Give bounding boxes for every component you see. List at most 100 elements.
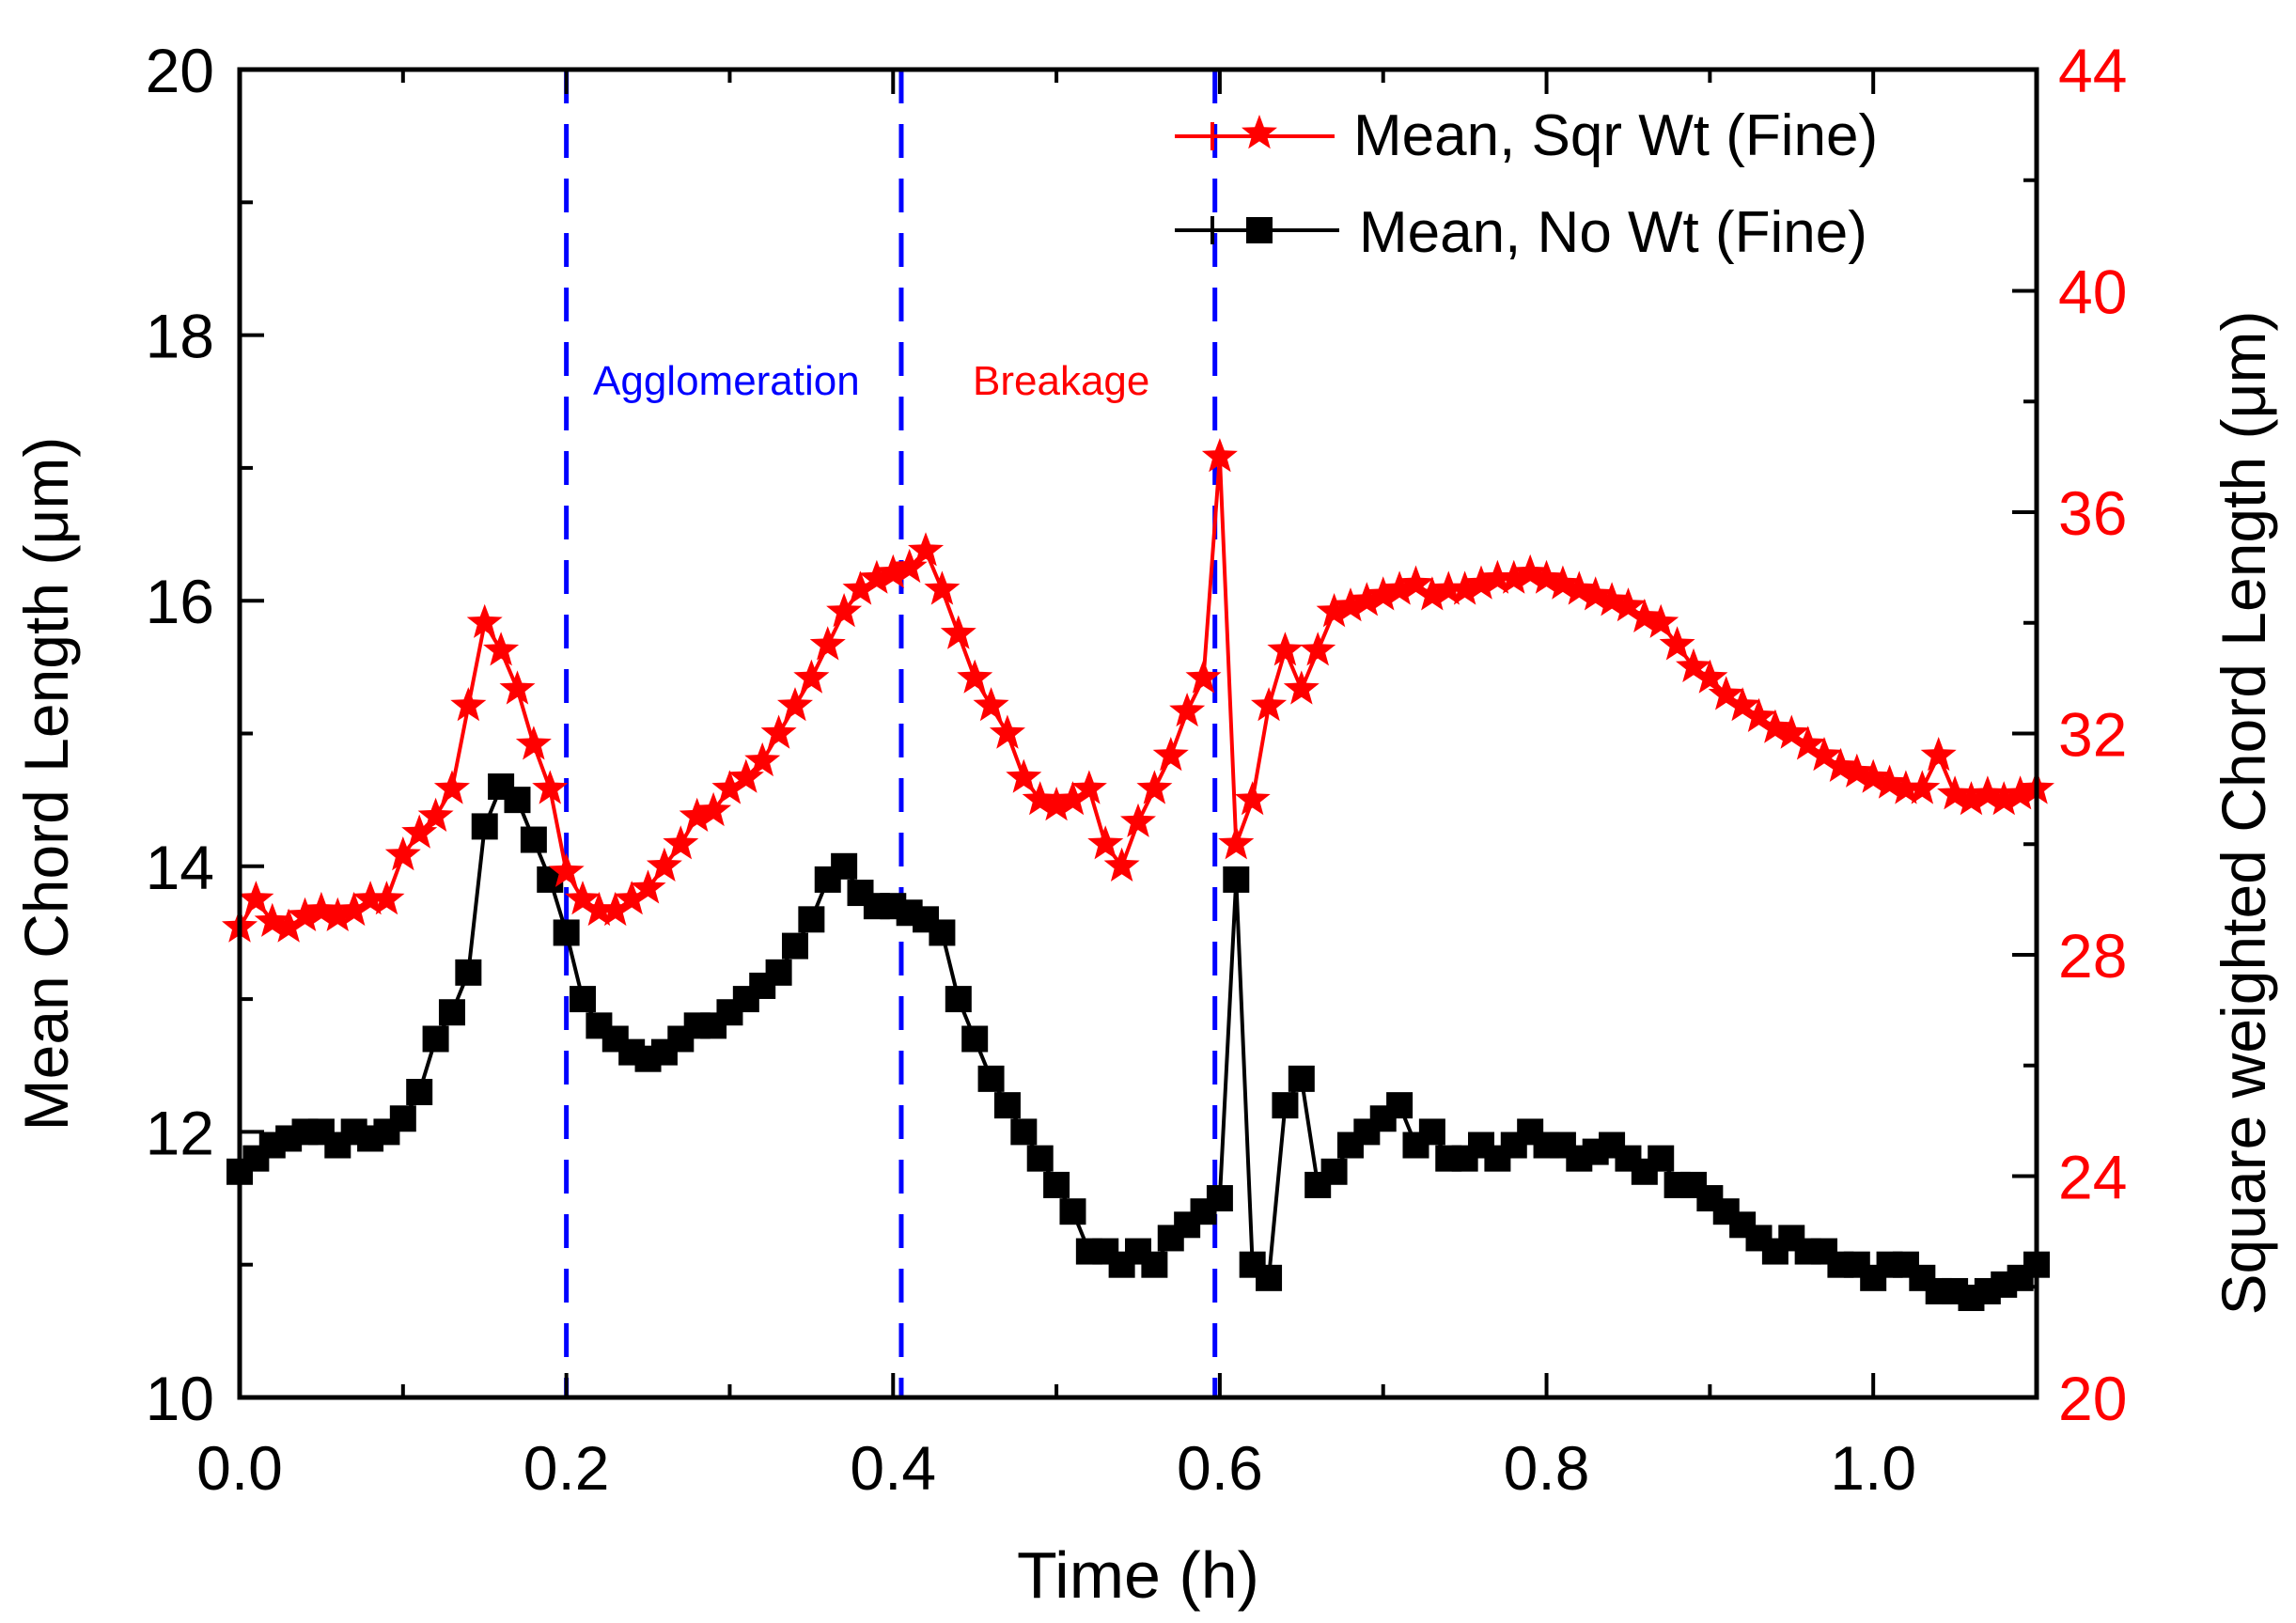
data-point-star <box>663 825 699 860</box>
data-point-star <box>1218 825 1255 860</box>
data-point-square <box>1141 1251 1168 1278</box>
data-point-star <box>433 770 470 804</box>
data-point-star <box>679 797 715 832</box>
data-point-star <box>1316 593 1352 628</box>
data-point-star <box>908 532 945 567</box>
data-point-star <box>630 869 666 904</box>
data-point-star <box>1838 753 1875 788</box>
x-tick-label: 0.6 <box>1177 1433 1263 1503</box>
x-tick-label: 0.0 <box>196 1433 283 1503</box>
data-point-star <box>809 626 846 661</box>
data-point-square <box>1386 1092 1414 1119</box>
data-point-square <box>1320 1158 1348 1185</box>
data-point-square <box>1272 1092 1299 1119</box>
x-tick-label: 0.2 <box>523 1433 610 1503</box>
data-point-star <box>695 791 732 827</box>
data-point-star <box>1446 570 1483 605</box>
data-point-star <box>875 554 912 588</box>
data-point-square <box>781 932 808 960</box>
data-point-star <box>1136 770 1173 804</box>
data-point-star <box>1054 781 1091 816</box>
annotation-breakage: Breakage <box>973 358 1149 404</box>
data-point-star <box>1234 781 1271 816</box>
data-point-star <box>1479 559 1516 594</box>
data-point-star <box>858 559 895 594</box>
data-point-star <box>1643 603 1679 638</box>
data-point-square <box>406 1079 433 1106</box>
data-point-star <box>1920 737 1957 772</box>
data-point-star <box>1626 598 1663 632</box>
data-point-star <box>565 881 601 915</box>
y-left-tick-label: 12 <box>146 1098 214 1167</box>
data-point-star <box>1789 726 1826 760</box>
data-point-star <box>1512 554 1549 588</box>
data-point-star <box>1904 770 1941 804</box>
data-point-star <box>1201 438 1238 473</box>
data-point-star <box>352 881 389 915</box>
data-point-star <box>597 891 633 927</box>
data-point-star <box>450 687 487 722</box>
data-point-star <box>891 548 928 584</box>
y-left-tick-label: 16 <box>146 567 214 636</box>
data-point-star <box>842 570 879 605</box>
data-point-square <box>389 1105 416 1132</box>
data-point-star <box>1757 709 1793 743</box>
data-point-square <box>945 986 972 1013</box>
legend-square-marker <box>1246 217 1273 243</box>
data-point-star <box>1986 781 2023 816</box>
y-right-tick-label: 32 <box>2058 700 2127 770</box>
x-axis-title: Time (h) <box>1017 1538 1259 1612</box>
data-point-star <box>1332 587 1368 622</box>
data-point-square <box>1648 1145 1675 1172</box>
data-point-square <box>961 1025 989 1053</box>
y-right-tick-label: 36 <box>2058 478 2127 548</box>
data-point-star <box>1495 559 1532 594</box>
data-point-star <box>1725 687 1761 722</box>
y-left-tick-label: 14 <box>146 833 214 902</box>
data-point-star <box>1070 770 1107 804</box>
data-point-star <box>1659 626 1695 661</box>
x-tick-label: 1.0 <box>1830 1433 1916 1503</box>
data-point-star <box>499 670 536 705</box>
data-point-square <box>831 852 858 880</box>
data-point-star <box>1953 781 1990 816</box>
y-left-tick-label: 10 <box>146 1364 214 1433</box>
annotation-agglomeration: Agglomeration <box>593 358 860 404</box>
data-point-square <box>977 1065 1005 1092</box>
legend: Mean, Sqr Wt (Fine) Mean, No Wt (Fine) <box>1175 103 1878 265</box>
data-point-star <box>417 797 454 832</box>
data-point-star <box>271 908 307 943</box>
x-tick-label: 0.4 <box>850 1433 936 1503</box>
data-point-star <box>532 770 569 804</box>
data-point-star <box>1251 687 1288 722</box>
data-point-star <box>777 687 813 722</box>
data-point-star <box>1871 764 1908 799</box>
data-point-star <box>1300 632 1336 666</box>
data-point-star <box>614 881 650 915</box>
data-point-star <box>924 570 961 605</box>
data-point-star <box>1430 570 1467 605</box>
legend-item-sqr-wt: Mean, Sqr Wt (Fine) <box>1175 103 1878 168</box>
data-point-star <box>483 632 520 666</box>
phase-divider-lines <box>564 70 1218 1397</box>
axis-ticks: 0.0 0.2 0.4 0.6 0.8 1.0 10 12 14 16 18 20 20 24 28 32 36… <box>146 36 2128 1503</box>
y-left-tick-label: 18 <box>146 302 214 371</box>
data-point-star <box>1414 576 1450 611</box>
data-point-square <box>1059 1198 1086 1225</box>
y-left-tick-label: 20 <box>146 36 214 105</box>
data-point-star <box>254 902 290 937</box>
data-point-star <box>1169 693 1206 727</box>
data-point-star <box>287 897 323 931</box>
data-point-star <box>1544 565 1581 600</box>
data-point-square <box>1206 1185 1233 1212</box>
data-point-square <box>1418 1118 1445 1146</box>
data-point-star <box>711 770 748 804</box>
legend-label-sqr-wt: Mean, Sqr Wt (Fine) <box>1353 103 1878 168</box>
data-point-square <box>765 959 792 986</box>
data-point-square <box>798 906 825 933</box>
data-point-star <box>989 714 1025 749</box>
data-point-star <box>1528 559 1565 594</box>
legend-star-marker <box>1242 115 1277 149</box>
data-point-square <box>1026 1145 1054 1172</box>
